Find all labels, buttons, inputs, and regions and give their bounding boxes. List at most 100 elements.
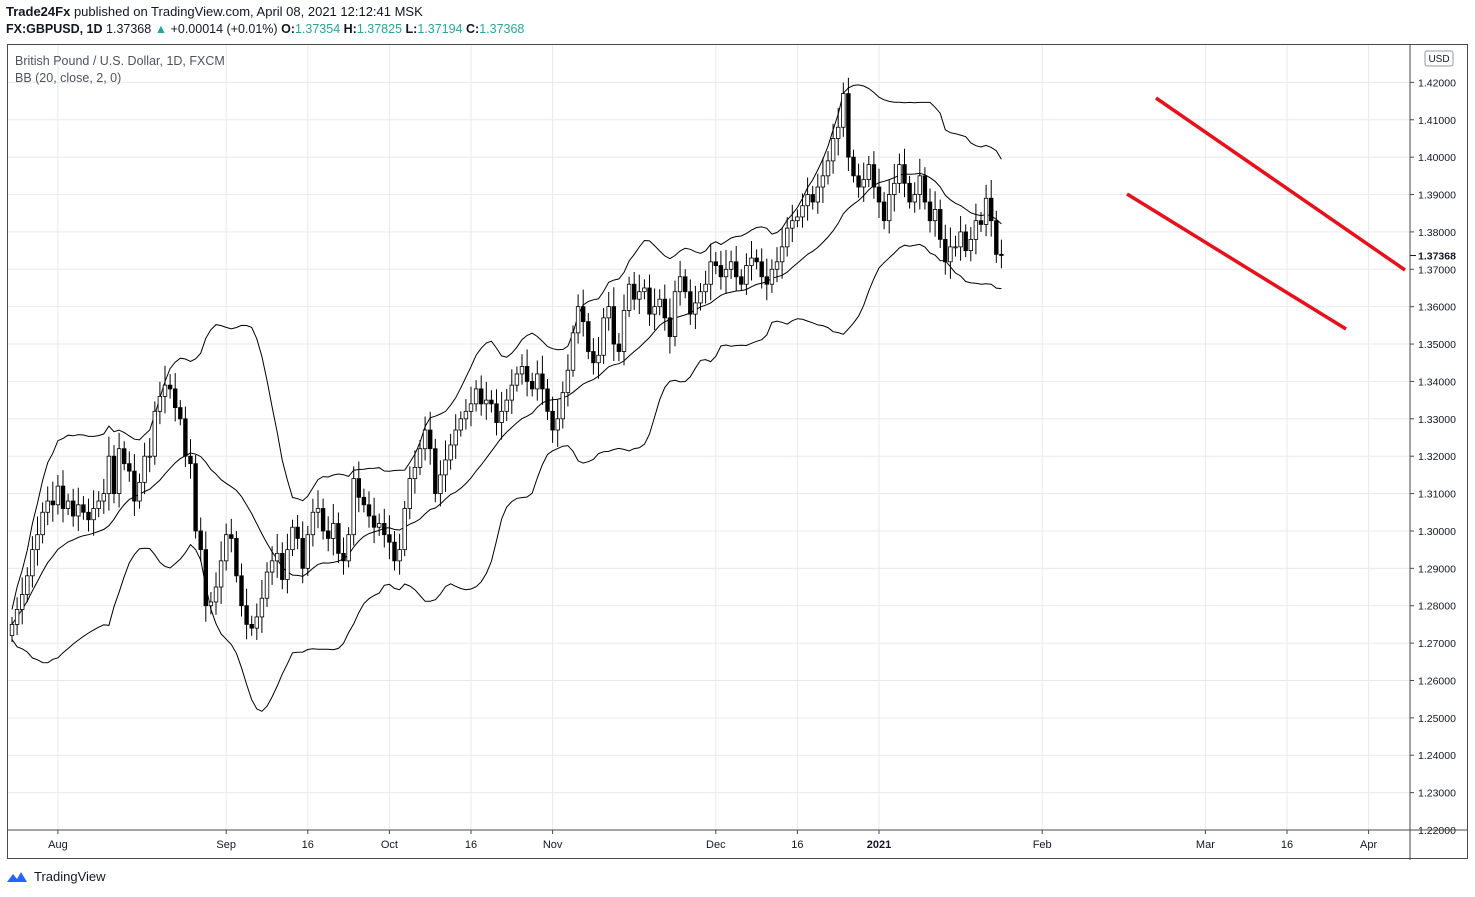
publish-info: Trade24Fx published on TradingView.com, … — [6, 4, 423, 19]
candle-body — [642, 287, 647, 293]
candle-body — [167, 384, 173, 390]
y-tick-label: 1.30000 — [1418, 526, 1456, 538]
candle-body — [371, 515, 377, 528]
candle-body — [249, 624, 254, 629]
candle-body — [30, 549, 35, 577]
candle-body — [412, 467, 418, 480]
candle-body — [14, 609, 20, 625]
candle-body — [983, 197, 989, 225]
publisher-name: Trade24Fx — [6, 4, 71, 19]
candle-body — [473, 388, 479, 405]
candle-body — [387, 534, 392, 543]
candle-body — [422, 429, 428, 450]
high-label: H: — [343, 22, 357, 36]
candle-body — [152, 410, 157, 457]
chart-legend: British Pound / U.S. Dollar, 1D, FXCM BB… — [15, 53, 225, 87]
candle-body — [71, 500, 76, 517]
candle-body — [142, 455, 147, 483]
candle-body — [739, 276, 744, 285]
bb-basis — [11, 172, 1002, 625]
candle-body — [800, 205, 805, 218]
trendline-lower — [1126, 192, 1347, 331]
y-tick-label: 1.42000 — [1418, 77, 1456, 89]
candle-body — [285, 549, 290, 580]
candle-body — [968, 238, 973, 251]
chart-frame — [7, 44, 1468, 859]
candle-body — [417, 448, 423, 468]
candle-body — [203, 549, 208, 607]
candle-body — [713, 261, 718, 266]
x-tick-label: Aug — [48, 839, 68, 851]
candle-body — [397, 549, 402, 562]
candle-body — [677, 276, 683, 293]
candle-body — [157, 395, 163, 412]
candle-body — [45, 500, 50, 513]
candle-body — [402, 508, 407, 551]
candle-body — [718, 265, 724, 278]
candle-body — [489, 399, 494, 405]
bb-upper-band — [11, 84, 1002, 610]
candle-body — [448, 444, 453, 461]
candle-body — [407, 478, 412, 509]
candle-body — [310, 511, 316, 536]
open-value: 1.37354 — [294, 22, 341, 36]
candle-body — [774, 261, 780, 270]
candle-body — [336, 523, 341, 554]
candle-body — [759, 261, 764, 278]
candle-body — [626, 283, 632, 311]
candle-body — [35, 534, 40, 551]
price-change: +0.00014 (+0.01%) — [170, 22, 278, 36]
candle-body — [223, 534, 229, 562]
candle-body — [560, 392, 565, 420]
candle-body — [55, 485, 61, 506]
candle-body — [443, 459, 448, 476]
candle-body — [764, 276, 769, 285]
candle-body — [846, 93, 851, 158]
candle-body — [208, 601, 214, 607]
candle-body — [785, 227, 790, 248]
trendline-upper — [1155, 96, 1406, 272]
candle-body — [958, 231, 963, 248]
candle-body — [749, 257, 754, 266]
candle-body — [25, 575, 30, 595]
tradingview-logo-icon — [7, 871, 27, 882]
candle-body — [723, 268, 729, 278]
candle-body — [535, 373, 540, 390]
candle-body — [963, 231, 968, 251]
candle-body — [234, 538, 239, 577]
candle-body — [494, 403, 499, 423]
y-tick-label: 1.38000 — [1418, 227, 1456, 239]
tradingview-footer[interactable]: TradingView — [6, 869, 106, 884]
candle-body — [938, 209, 943, 240]
y-tick-label: 1.22000 — [1418, 825, 1456, 837]
candle-body — [575, 306, 581, 334]
candle-body — [458, 418, 463, 431]
candle-body — [229, 534, 234, 539]
candle-body — [973, 220, 979, 240]
candle-body — [172, 388, 178, 408]
candle-body — [264, 571, 270, 599]
candle-body — [198, 530, 203, 551]
y-tick-label: 1.26000 — [1418, 675, 1456, 687]
candle-body — [320, 508, 326, 532]
candle-body — [40, 511, 45, 536]
candle-body — [60, 485, 66, 509]
y-tick-label: 1.33000 — [1418, 414, 1456, 426]
y-tick-label: 1.27000 — [1418, 638, 1456, 650]
candle-body — [122, 448, 127, 465]
y-tick-label: 1.23000 — [1418, 788, 1456, 800]
candle-body — [178, 407, 183, 420]
candle-body — [927, 201, 933, 222]
candle-body — [887, 194, 892, 222]
candle-body — [111, 455, 117, 494]
candle-body — [433, 448, 438, 494]
candle-body — [948, 246, 953, 263]
y-tick-label: 1.36000 — [1418, 302, 1456, 314]
x-tick-label: Dec — [706, 839, 726, 851]
candle-body — [382, 523, 387, 536]
symbol-name: FX:GBPUSD, 1D — [6, 22, 103, 36]
candle-body — [596, 354, 601, 364]
candle-body — [744, 265, 749, 285]
candle-body — [106, 455, 112, 494]
